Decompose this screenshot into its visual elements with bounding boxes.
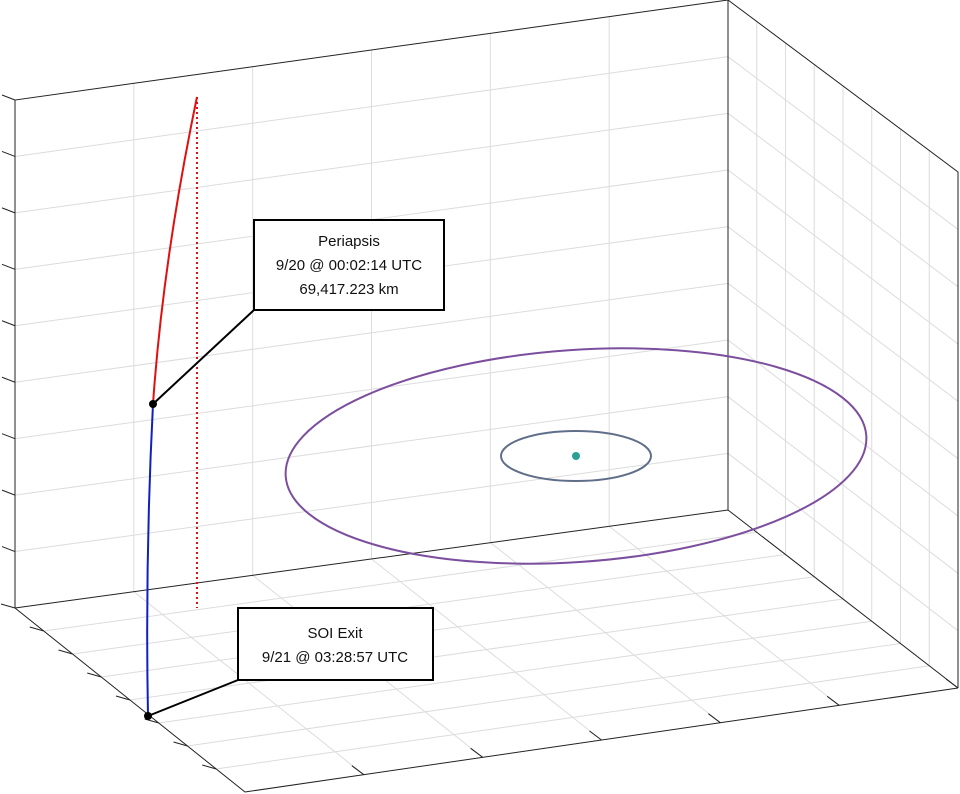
annotation-box	[253, 219, 445, 311]
box-edge	[14, 607, 959, 793]
box-edge	[14, 509, 959, 689]
tick	[1, 320, 16, 327]
annotation-text: SOI Exit	[307, 625, 363, 642]
tick	[58, 649, 73, 655]
grid-line	[727, 226, 959, 402]
grid-line	[14, 282, 729, 383]
leader-line	[147, 679, 239, 717]
grid-line	[14, 452, 729, 553]
central-body	[572, 452, 580, 460]
trajectory	[144, 96, 198, 720]
tick	[87, 672, 102, 678]
grid	[14, 16, 959, 776]
tick	[945, 678, 959, 689]
annotation: Periapsis 9/20 @ 00:02:14 UTC 69,417.223…	[152, 219, 445, 405]
grid-line	[129, 598, 844, 701]
grid-line	[14, 396, 729, 496]
outer-orbit	[284, 347, 868, 565]
grid-line	[158, 620, 872, 724]
grid-line	[216, 665, 930, 770]
grid-line	[727, 56, 959, 230]
grid-line	[101, 576, 815, 678]
annotation-text: Periapsis	[318, 233, 380, 250]
tick	[1, 94, 16, 101]
grid-line	[727, 169, 959, 345]
grid-line	[727, 452, 959, 632]
tick	[589, 730, 602, 741]
grid-line	[14, 339, 729, 440]
ticks	[0, 94, 959, 776]
tick	[1, 150, 16, 157]
annotation-text: 9/20 @ 00:02:14 UTC	[276, 257, 422, 274]
tick	[0, 603, 16, 609]
tick	[1, 489, 16, 496]
inner-orbit	[500, 430, 652, 482]
tick	[173, 741, 188, 747]
incoming-leg	[152, 96, 198, 405]
grid-line	[727, 339, 959, 517]
grid-line	[187, 643, 901, 747]
outgoing-leg	[146, 403, 154, 717]
tick	[826, 695, 840, 706]
axes-box	[14, 0, 959, 793]
leader-line	[152, 309, 255, 405]
tick	[1, 546, 16, 553]
tick	[29, 626, 44, 632]
tick	[1, 376, 16, 383]
box-edge	[14, 0, 959, 688]
grid-line	[727, 112, 959, 288]
tick	[1, 207, 16, 214]
grid-line	[727, 282, 959, 460]
tick	[1, 263, 16, 270]
annotation-text: 9/21 @ 03:28:57 UTC	[262, 649, 408, 666]
tick	[1, 433, 16, 440]
orbits	[284, 347, 868, 565]
annotation-text: 69,417.223 km	[299, 281, 398, 298]
grid-line	[14, 112, 729, 214]
tick	[202, 764, 217, 770]
tick	[115, 695, 131, 701]
tick	[708, 713, 721, 724]
grid-line	[14, 56, 729, 157]
grid-line	[72, 554, 786, 655]
grid-line	[727, 396, 959, 574]
annotation: SOI Exit 9/21 @ 03:28:57 UTC	[147, 607, 434, 717]
tick	[351, 765, 365, 776]
grid-line	[43, 531, 757, 632]
annotation-box	[237, 607, 434, 681]
tick	[470, 747, 483, 758]
